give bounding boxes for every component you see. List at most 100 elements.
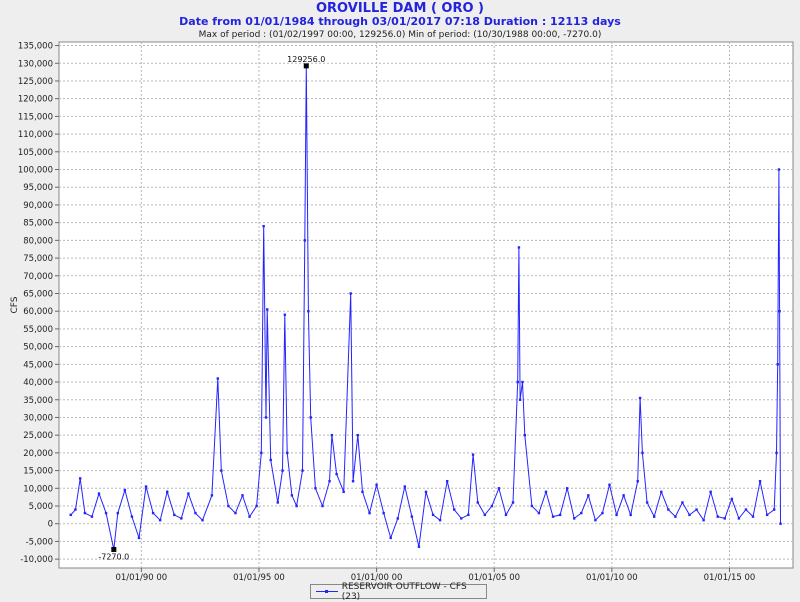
series-point [281, 469, 284, 472]
series-point [241, 494, 244, 497]
series-point [424, 490, 428, 494]
y-tick-label: 85,000 [23, 219, 53, 229]
series-point [587, 494, 590, 497]
series-point [758, 480, 762, 483]
y-tick-label: 60,000 [23, 307, 53, 317]
series-point [709, 490, 712, 494]
series-point [467, 513, 470, 517]
series-point [210, 494, 214, 497]
series-point [580, 511, 583, 515]
series-point [356, 433, 359, 437]
series-point [730, 497, 734, 501]
series-point [368, 511, 371, 515]
series-point [83, 511, 87, 515]
series-point [301, 469, 304, 472]
y-tick-label: 30,000 [23, 413, 53, 423]
series-point [765, 513, 769, 517]
x-tick-label: 01/01/05 00 [468, 573, 520, 583]
y-tick-label: 135,000 [18, 42, 53, 52]
series-point [194, 511, 197, 515]
y-tick-label: 105,000 [18, 148, 53, 158]
series-point [290, 494, 294, 497]
series-point [779, 522, 782, 525]
legend-label: RESERVOIR OUTFLOW - CFS (23) [341, 581, 467, 602]
series-point [702, 518, 705, 522]
legend: RESERVOIR OUTFLOW - CFS (23) [310, 581, 487, 602]
series-point [234, 511, 237, 515]
series-point [772, 508, 776, 511]
series-point [723, 517, 726, 520]
y-tick-label: 15,000 [23, 467, 53, 477]
series-point [285, 451, 289, 455]
series-point [144, 485, 148, 488]
series-point [151, 511, 155, 515]
y-tick-label: 10,000 [23, 484, 53, 494]
series-point [158, 518, 162, 522]
series-point [695, 508, 698, 511]
series-point [638, 396, 642, 400]
series-point [737, 517, 741, 520]
legend-swatch-icon [316, 588, 338, 596]
plot-area [58, 41, 794, 569]
y-tick-label: 0 [48, 520, 53, 530]
series-point [130, 515, 134, 518]
series-line [70, 65, 781, 550]
series-point [537, 511, 541, 515]
y-tick-label: 55,000 [23, 325, 53, 335]
chart-stats: Max of period : (01/02/1997 00:00, 12925… [198, 30, 602, 40]
y-tick-label: 25,000 [23, 431, 53, 441]
y-tick-label: -5,000 [26, 537, 53, 547]
series-point [641, 451, 644, 455]
series-point [303, 239, 307, 242]
y-tick-label: 95,000 [23, 183, 53, 193]
y-tick-label: 120,000 [18, 95, 53, 105]
series-point [601, 511, 604, 515]
series-point [551, 515, 555, 518]
series-point [688, 513, 691, 517]
series-point [471, 453, 475, 456]
y-tick-label: 45,000 [23, 360, 53, 370]
y-tick-label: 90,000 [23, 201, 53, 211]
y-tick-label: -10,000 [20, 555, 53, 565]
series-point [483, 513, 487, 517]
series-point [511, 501, 515, 504]
series-point [544, 490, 548, 494]
series-point [660, 490, 663, 494]
series-point [453, 508, 456, 511]
series-point [137, 536, 141, 540]
series-point [335, 472, 338, 476]
series-point [78, 477, 82, 480]
y-tick-label: 20,000 [23, 449, 53, 459]
chart-title: OROVILLE DAM ( ORO ) [316, 1, 484, 16]
series-point [674, 515, 677, 518]
series-point [403, 485, 407, 488]
series-point [97, 492, 101, 495]
series-point [248, 515, 251, 518]
series-point [517, 246, 521, 249]
x-tick-label: 01/01/90 00 [115, 573, 167, 583]
y-tick-label: 100,000 [18, 166, 53, 176]
series-point [558, 513, 562, 517]
series-point [716, 515, 719, 518]
annotation-marker [111, 546, 117, 552]
series-point [445, 480, 449, 483]
series-point [187, 492, 190, 495]
x-tick-label: 01/01/95 00 [233, 573, 285, 583]
series-point [389, 536, 392, 540]
series-point [622, 494, 625, 497]
series-point [349, 292, 352, 295]
series-point [116, 511, 120, 515]
series-point [636, 480, 639, 483]
y-tick-label: 80,000 [23, 236, 53, 246]
series-point [476, 501, 479, 504]
series-point [220, 469, 223, 472]
series-point [309, 416, 312, 419]
series-point [361, 490, 364, 494]
series-point [264, 416, 268, 419]
series-point [629, 513, 632, 517]
y-tick-label: 50,000 [23, 343, 53, 353]
series-point [775, 451, 778, 455]
series-point [69, 513, 72, 517]
series-point [351, 480, 355, 483]
